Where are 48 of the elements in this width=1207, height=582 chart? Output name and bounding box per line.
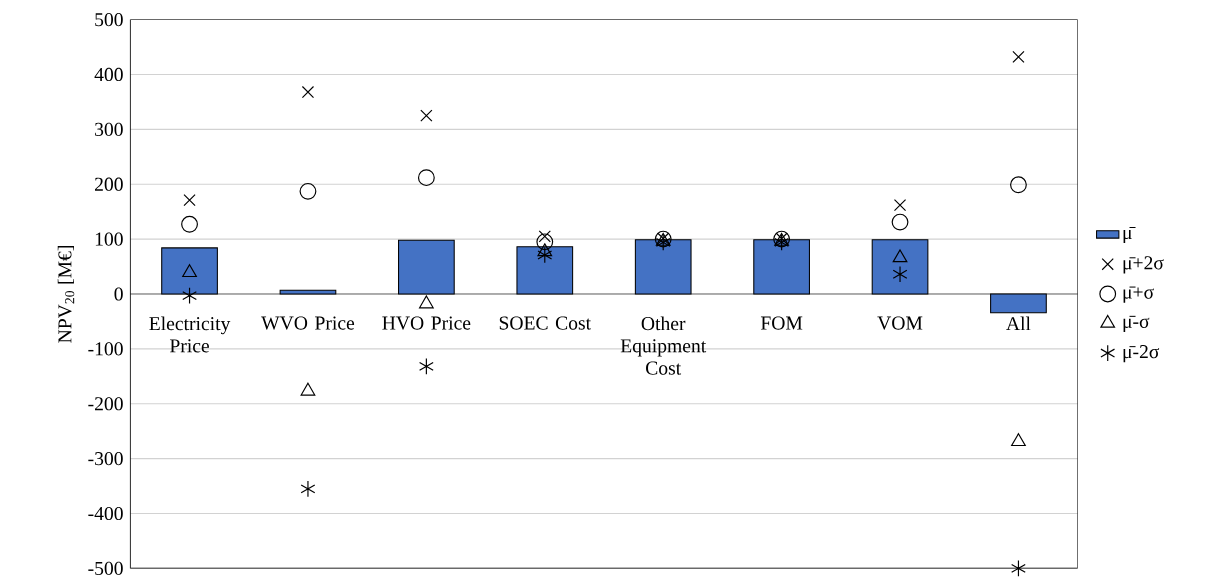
point bbox=[183, 194, 196, 207]
x-tick-label: Other Equipment Cost bbox=[620, 316, 707, 375]
point bbox=[419, 295, 434, 309]
y-tick-label: -100 bbox=[88, 342, 123, 356]
point bbox=[417, 169, 435, 187]
point bbox=[300, 382, 316, 396]
y-tick-label: -500 bbox=[88, 562, 123, 576]
x-tick-label: HVO Price bbox=[382, 316, 471, 330]
point bbox=[182, 287, 197, 305]
point bbox=[536, 233, 554, 251]
point bbox=[1011, 560, 1026, 578]
point bbox=[655, 234, 671, 252]
y-tick-label: 0 bbox=[114, 287, 123, 301]
point bbox=[299, 183, 317, 201]
point bbox=[301, 86, 315, 99]
legend-label: μ̄+σ bbox=[1123, 286, 1154, 303]
y-tick-label: -400 bbox=[88, 507, 123, 521]
point bbox=[891, 213, 909, 231]
x-tick-label: FOM bbox=[760, 316, 803, 330]
y-tick-label: 300 bbox=[95, 122, 123, 137]
y-tick-label: -300 bbox=[88, 452, 123, 466]
point bbox=[893, 199, 907, 212]
point bbox=[537, 243, 553, 257]
y-tick-label: 400 bbox=[94, 68, 123, 82]
x-tick-label: Electricity Price bbox=[149, 316, 231, 353]
legend-label: μ̄+2σ bbox=[1123, 256, 1164, 274]
point bbox=[419, 358, 434, 376]
legend-label: μ̄-2σ bbox=[1123, 345, 1160, 363]
x-tick-label: SOEC Cost bbox=[499, 316, 591, 330]
point bbox=[1011, 433, 1026, 447]
point bbox=[181, 216, 198, 233]
point bbox=[1012, 51, 1025, 64]
y-tick-label: 500 bbox=[95, 13, 123, 27]
y-axis-title: NPV$_{20}$ [M€] bbox=[57, 246, 75, 344]
x-tick-label: WVO Price bbox=[261, 316, 355, 330]
legend-label: μ̄ bbox=[1123, 227, 1136, 244]
y-tick-label: 100 bbox=[95, 232, 123, 246]
y-tick-label: 200 bbox=[95, 177, 123, 192]
legend-label: μ̄-σ bbox=[1123, 316, 1150, 333]
point bbox=[420, 109, 433, 122]
point bbox=[774, 234, 789, 252]
point bbox=[1010, 176, 1027, 194]
y-tick-label: -200 bbox=[88, 397, 123, 411]
point bbox=[892, 249, 908, 263]
point bbox=[300, 480, 316, 498]
x-tick-label: All bbox=[1006, 316, 1031, 331]
point bbox=[537, 246, 553, 264]
x-tick-label: VOM bbox=[877, 316, 923, 330]
